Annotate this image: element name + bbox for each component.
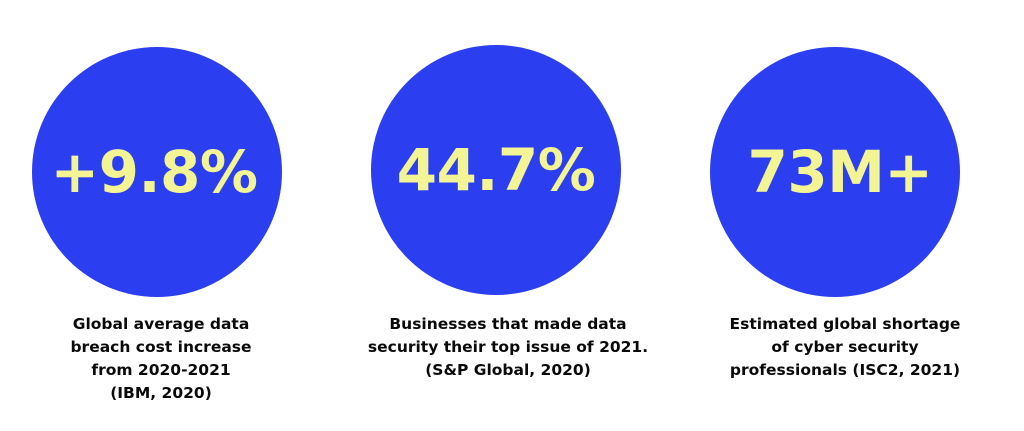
caption-line: from 2020-2021 [91, 361, 231, 379]
caption-source: (S&P Global, 2020) [425, 361, 591, 379]
stat-caption-breach-cost: Global average data breach cost increase… [11, 313, 311, 405]
caption-source: (IBM, 2020) [110, 384, 212, 402]
stat-circle-cyber-shortage: 73M+ [710, 47, 960, 297]
caption-line: Businesses that made data [389, 315, 627, 333]
stat-value-breach-cost: +9.8% [50, 138, 258, 206]
caption-line: breach cost increase [70, 338, 252, 356]
caption-line: Estimated global shortage [729, 315, 961, 333]
stat-circle-data-security: 44.7% [371, 45, 621, 295]
caption-line: of cyber security [771, 338, 919, 356]
stat-value-cyber-shortage: 73M+ [747, 138, 933, 206]
stat-caption-data-security: Businesses that made data security their… [358, 313, 658, 382]
caption-line: Global average data [72, 315, 250, 333]
stat-value-data-security: 44.7% [396, 136, 596, 204]
stat-circle-breach-cost: +9.8% [32, 47, 282, 297]
caption-line: security their top issue of 2021. [367, 338, 649, 356]
caption-line: professionals (ISC2, 2021) [729, 361, 961, 379]
stat-caption-cyber-shortage: Estimated global shortage of cyber secur… [695, 313, 995, 382]
